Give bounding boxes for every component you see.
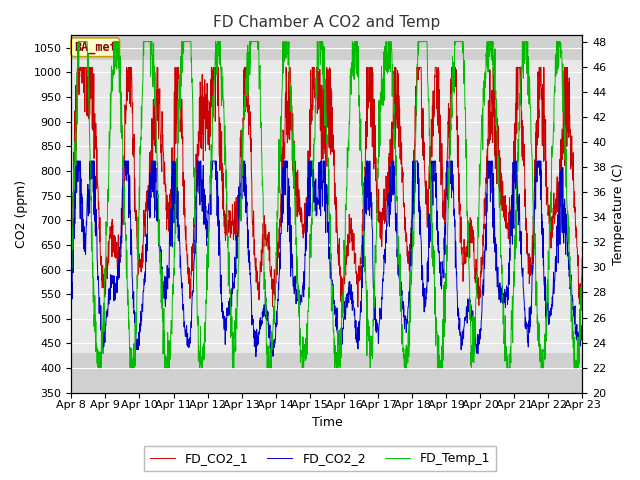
FD_CO2_2	[252, 354, 260, 360]
FD_CO2_2	[303, 229, 310, 235]
FD_Temp_1	[317, 62, 324, 68]
Bar	[71, 36, 582, 60]
FD_CO2_1	[564, 129, 572, 135]
FD_CO2_2	[72, 158, 80, 164]
FD_CO2_1	[316, 108, 324, 114]
FD_Temp_1	[579, 272, 586, 277]
FD_CO2_2	[94, 270, 102, 276]
FD_CO2_2	[317, 184, 324, 190]
FD_CO2_1	[470, 264, 478, 270]
FD_Temp_1	[94, 363, 102, 369]
Title: FD Chamber A CO2 and Temp: FD Chamber A CO2 and Temp	[213, 15, 440, 30]
FD_CO2_1	[579, 266, 586, 272]
Line: FD_Temp_1: FD_Temp_1	[71, 42, 582, 368]
FD_CO2_2	[67, 291, 75, 297]
FD_CO2_1	[74, 64, 81, 70]
FD_CO2_2	[564, 253, 572, 259]
FD_Temp_1	[564, 211, 572, 217]
FD_CO2_1	[94, 183, 102, 189]
FD_CO2_1	[303, 217, 310, 223]
X-axis label: Time: Time	[312, 416, 342, 429]
FD_CO2_2	[579, 325, 586, 331]
FD_Temp_1	[564, 211, 572, 216]
FD_Temp_1	[303, 322, 310, 327]
FD_CO2_2	[470, 330, 478, 336]
Line: FD_CO2_2: FD_CO2_2	[71, 161, 582, 357]
FD_CO2_1	[67, 236, 75, 242]
FD_Temp_1	[470, 314, 478, 320]
FD_Temp_1	[67, 284, 75, 290]
FD_Temp_1	[94, 365, 102, 371]
FD_CO2_1	[564, 119, 572, 125]
Legend: FD_CO2_1, FD_CO2_2, FD_Temp_1: FD_CO2_1, FD_CO2_2, FD_Temp_1	[143, 446, 497, 471]
FD_Temp_1	[75, 39, 83, 45]
FD_CO2_2	[564, 249, 572, 255]
Y-axis label: CO2 (ppm): CO2 (ppm)	[15, 180, 28, 248]
Y-axis label: Temperature (C): Temperature (C)	[612, 163, 625, 265]
FD_CO2_1	[354, 304, 362, 310]
Bar	[71, 353, 582, 393]
Line: FD_CO2_1: FD_CO2_1	[71, 67, 582, 307]
Text: BA_met: BA_met	[74, 41, 116, 54]
